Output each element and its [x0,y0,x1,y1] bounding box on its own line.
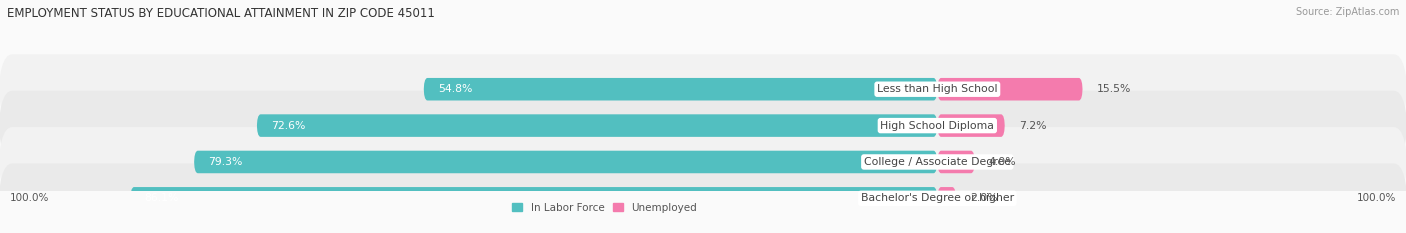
FancyBboxPatch shape [938,187,956,210]
Text: 100.0%: 100.0% [10,193,49,203]
Text: Source: ZipAtlas.com: Source: ZipAtlas.com [1295,7,1399,17]
Text: 100.0%: 100.0% [1357,193,1396,203]
Text: 7.2%: 7.2% [1019,121,1046,130]
FancyBboxPatch shape [938,151,974,173]
Text: 54.8%: 54.8% [437,84,472,94]
Text: 4.0%: 4.0% [988,157,1017,167]
FancyBboxPatch shape [0,127,1406,197]
FancyBboxPatch shape [0,91,1406,161]
FancyBboxPatch shape [194,151,938,173]
Text: High School Diploma: High School Diploma [880,121,994,130]
FancyBboxPatch shape [938,78,1083,100]
FancyBboxPatch shape [257,114,938,137]
Text: Less than High School: Less than High School [877,84,998,94]
FancyBboxPatch shape [131,187,938,210]
Text: 72.6%: 72.6% [271,121,305,130]
Text: College / Associate Degree: College / Associate Degree [863,157,1011,167]
Text: 2.0%: 2.0% [970,193,998,203]
Text: EMPLOYMENT STATUS BY EDUCATIONAL ATTAINMENT IN ZIP CODE 45011: EMPLOYMENT STATUS BY EDUCATIONAL ATTAINM… [7,7,434,20]
Text: 79.3%: 79.3% [208,157,242,167]
Text: 15.5%: 15.5% [1097,84,1130,94]
Legend: In Labor Force, Unemployed: In Labor Force, Unemployed [512,203,697,213]
FancyBboxPatch shape [0,163,1406,233]
FancyBboxPatch shape [938,114,1005,137]
FancyBboxPatch shape [0,54,1406,124]
FancyBboxPatch shape [423,78,938,100]
Text: Bachelor's Degree or higher: Bachelor's Degree or higher [860,193,1014,203]
Text: 86.1%: 86.1% [145,193,179,203]
